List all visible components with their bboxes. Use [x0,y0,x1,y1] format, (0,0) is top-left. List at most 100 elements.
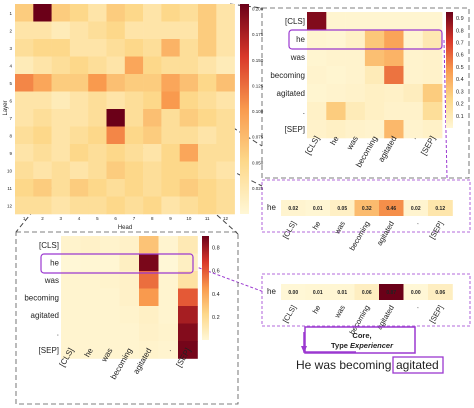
layer-head-cell [88,21,107,40]
annotation-role-text: Core, [352,331,371,340]
layer-head-cell [51,74,71,92]
layer-head-cell [124,91,144,110]
top-attention-cell [326,48,346,67]
annotation-label-box [304,326,416,354]
big-colorbar-tick: 0.175 [252,32,264,37]
layer-tick-label: 1 [9,11,12,16]
bot-attention-cell [80,271,101,289]
bot-attention-cell [80,253,101,272]
bot-attention-cell [80,341,101,359]
layer-head-cell [124,144,144,162]
strip2-value: 0.00 [411,290,421,296]
layer-head-cell [161,91,180,110]
strip2-value: 0.06 [362,290,372,296]
layer-head-cell [51,39,71,57]
top-attention-cell [384,66,404,85]
layer-head-cell [124,161,144,180]
he-row-strip-1: he 0.02 0.01 0.05 0.32 0.46 0.02 0.12 [CLS] he w… [261,179,471,252]
bot-attention-cell [61,341,81,359]
layer-tick-label: 8 [9,133,12,138]
top-cbar-ticks-tick: 0.9 [456,16,464,22]
bot-attention-cell [119,271,140,289]
top-attention-cell [422,66,443,85]
bot-row-token: . [57,328,59,337]
link-line-top [443,39,448,179]
layer-head-cell [124,56,144,75]
big-colorbar-tick: 0.200 [252,7,264,12]
layer-head-cell [15,144,34,162]
layer-head-cell [124,39,144,57]
bot-attention-cell [139,288,159,307]
top-attention-cell [422,30,443,49]
layer-head-cell [51,56,71,75]
layer-head-cell [69,91,89,110]
layer-head-cell [106,4,126,22]
top-attention-cell [364,66,385,85]
strip2-value: 0.01 [313,290,323,296]
layer-head-cell [216,74,235,92]
bot-attention-cell [178,253,198,272]
top-attention-cell [307,30,327,49]
top-row-token: . [303,107,305,116]
top-attention-cell [364,12,385,31]
top-cbar-ticks-tick: 0.6 [456,53,464,59]
layer-head-cell [216,126,235,145]
strip1-value: 0.01 [313,206,323,212]
bot-attention-cell [158,288,179,307]
bot-attention-cell [178,271,198,289]
layer-head-cell [198,126,217,145]
layer-head-cell [161,109,180,127]
layer-head-cell [216,196,235,215]
strip1-value: 0.46 [386,206,396,212]
layer-tick-label: 11 [7,186,12,191]
head-tick-label: 7 [133,216,136,221]
strip2-col-token: was [332,303,347,320]
layer-head-cell [88,144,107,162]
layer-head-cell [143,126,162,145]
layer-head-cell [88,56,107,75]
strip1-col-token: was [332,219,347,236]
top-attention-cell [384,30,404,49]
top-cbar-ticks-tick: 0.5 [456,65,464,71]
top-attention-cell [345,84,366,103]
layer-head-cell [179,39,199,57]
top-attention-cell [403,102,424,121]
bot-attention-cell [158,271,179,289]
top-attention-cell [422,84,443,103]
strip1-col-token: [CLS] [281,220,298,241]
layer-head-cell [216,4,235,22]
head-tick-label: 11 [205,216,210,221]
layer-axis-label: Layer [3,100,9,115]
big-colorbar-tick: 0.050 [252,160,264,165]
top-cbar-ticks-tick: 0.4 [456,77,464,83]
strip2-cell [403,284,429,300]
he-row-strip-1-label: he [267,203,276,212]
top-attention-cell [403,48,424,67]
strip1-value: 0.32 [362,206,372,212]
bot-attention-cell [158,236,179,254]
layer-head-cell [143,196,162,215]
strip2-cell [428,284,453,300]
top-col-token: [CLS] [304,135,322,157]
bot-attention-cell [80,323,101,342]
highlighted-word-box [392,356,444,374]
layer-head-cell [216,161,235,180]
layer-head-cell [216,91,235,110]
layer-head-cell [161,74,180,92]
layer-tick-label: 5 [9,81,12,86]
top-attention-cell [422,12,443,31]
layer-head-cell [179,126,199,145]
head-tick-label: 10 [186,216,192,221]
bot-cbar-ticks-tick: 0.6 [212,269,220,275]
top-attention-cell [326,66,346,85]
strip1-cell [428,200,453,216]
top-col-token: . [409,135,418,141]
layer-head-cell [143,109,162,127]
layer-head-cell [106,109,126,127]
layer-head-cell [124,196,144,215]
layer-head-cell [143,161,162,180]
layer-tick-label: 2 [9,28,12,33]
strip2-col-token: he [311,304,323,316]
layer-head-cell [106,144,126,162]
